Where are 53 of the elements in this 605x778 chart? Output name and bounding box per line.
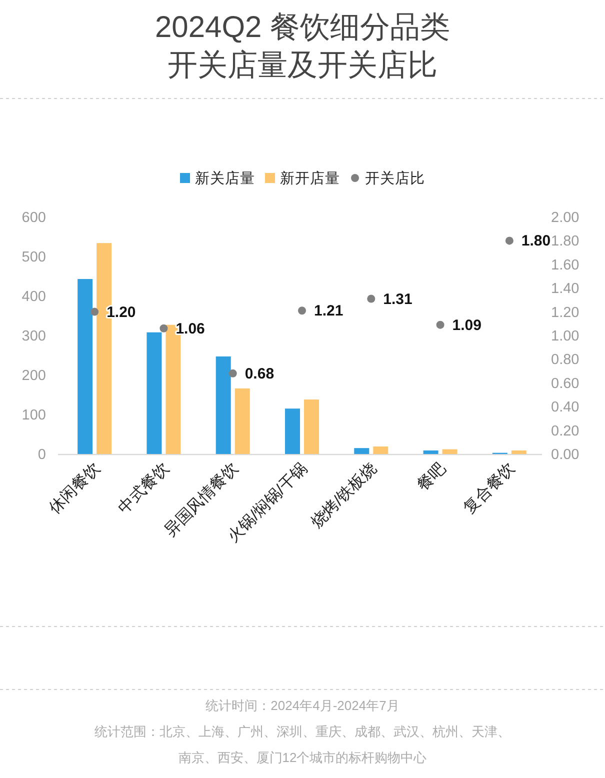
y-tick-label: 500 [22, 250, 46, 266]
chart-subtitle: 开关店量及开关店比 [168, 49, 438, 82]
legend-label: 新开店量 [280, 170, 340, 187]
bar [511, 450, 526, 454]
x-tick-label: 中式餐饮 [114, 459, 173, 518]
y2-tick-label: 0.60 [551, 376, 580, 392]
text: 统计范围：北京、上海、广州、深圳、重庆、成都、武汉、杭州、天津、南京、西安、厦门12个城市的标杆购物中心 [94, 723, 512, 767]
data-label: 1.21 [314, 302, 344, 320]
y2-tick-label: 0.20 [551, 423, 580, 440]
point [228, 369, 237, 378]
x-tick-label: 餐吧 [414, 459, 450, 494]
bar [304, 399, 319, 454]
point [505, 236, 514, 245]
data-label: 1.31 [383, 290, 412, 308]
text: 统计时间：2024年4月-2024年7月 [204, 697, 400, 715]
y2-tick-label: 0.80 [551, 352, 580, 368]
y-tick-label: 300 [22, 328, 46, 344]
data-label: 0.68 [244, 365, 274, 382]
point [90, 308, 99, 316]
y2-tick-label: 1.40 [551, 281, 580, 298]
bar [354, 448, 370, 454]
bar [216, 356, 231, 454]
bar [423, 450, 438, 454]
bar [285, 408, 300, 454]
y-tick-label: 100 [22, 408, 46, 424]
point [436, 320, 444, 329]
y2-tick-label: 0.40 [551, 400, 580, 416]
bar [78, 279, 93, 454]
chart-title: 2024Q2 餐饮细分品类 [154, 11, 450, 44]
y2-tick-label: 1.00 [551, 328, 580, 344]
point [298, 306, 306, 315]
y2-tick-label: 2.00 [551, 210, 580, 226]
y-tick-label: 200 [22, 368, 46, 384]
bar [146, 332, 162, 454]
data-label: 1.80 [521, 232, 551, 250]
data-label: 1.09 [452, 316, 482, 334]
y-tick-label: 600 [22, 210, 46, 226]
point [367, 294, 376, 303]
bar [234, 388, 250, 454]
y2-tick-label: 1.60 [551, 257, 580, 274]
y-tick-label: 400 [22, 289, 46, 305]
y-tick-label: 0 [38, 447, 46, 463]
bar [442, 449, 458, 454]
point [160, 324, 168, 332]
y2-tick-label: 1.80 [551, 234, 580, 250]
y2-tick-label: 1.20 [551, 304, 580, 321]
x-tick-label: 复合餐饮 [460, 459, 518, 518]
legend-label: 开关店比 [365, 170, 425, 187]
bar [373, 446, 388, 454]
y2-tick-label: 0.00 [551, 447, 580, 463]
x-tick-label: 休闲餐饮 [45, 459, 104, 518]
legend-label: 新关店量 [195, 170, 255, 187]
x-tick-label: 烧烤/铁板烧 [308, 459, 380, 532]
